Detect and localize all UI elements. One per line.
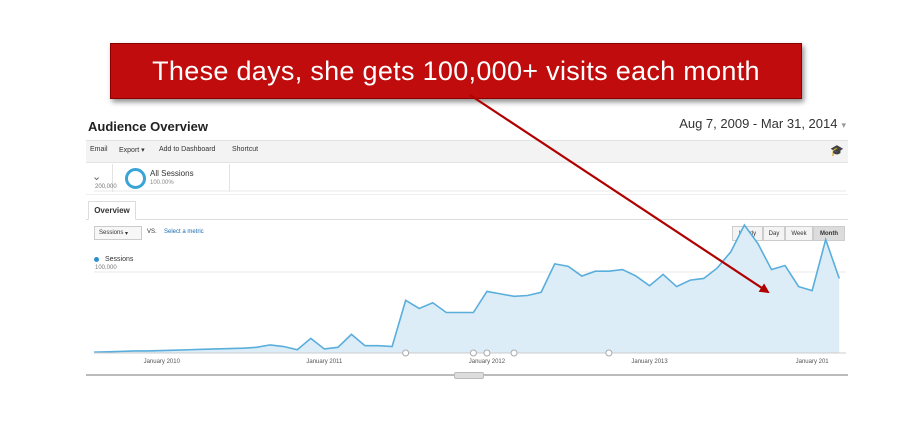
chevron-down-icon[interactable]: ⌄: [92, 171, 102, 183]
segment-percent: 100.00%: [150, 180, 174, 186]
x-tick-label: January 201: [796, 359, 830, 365]
page-title: Audience Overview: [88, 119, 208, 134]
y-tick-label: 200,000: [95, 184, 117, 190]
x-tick-label: January 2010: [144, 359, 181, 365]
week-button[interactable]: Week: [785, 226, 813, 241]
annotation-marker: [469, 349, 477, 357]
resize-handle[interactable]: [454, 372, 484, 379]
metric-select-label: Sessions: [99, 230, 124, 236]
annotation-marker: [605, 349, 613, 357]
x-tick-label: January 2013: [631, 359, 668, 365]
tab-overview[interactable]: Overview: [88, 201, 136, 220]
x-tick-label: January 2011: [306, 359, 343, 365]
analytics-screenshot: Audience Overview Aug 7, 2009 - Mar 31, …: [86, 110, 848, 379]
sessions-area: [94, 225, 840, 353]
divider: [112, 164, 113, 192]
graduation-cap-icon[interactable]: 🎓: [830, 145, 844, 157]
export-button[interactable]: Export ▾: [119, 147, 145, 154]
metric-select[interactable]: Sessions ▾: [94, 226, 142, 240]
legend-dot-icon: [94, 256, 99, 262]
tab-row: Overview: [86, 201, 848, 220]
segment-bar: ⌄ All Sessions 100.00%: [86, 162, 848, 195]
segment-label[interactable]: All Sessions: [150, 169, 194, 178]
annotation-marker: [483, 349, 491, 357]
select-metric-link[interactable]: Select a metric: [164, 229, 204, 235]
chevron-down-icon: ▾: [841, 120, 846, 130]
callout-banner: These days, she gets 100,000+ visits eac…: [110, 43, 802, 99]
shortcut-button[interactable]: Shortcut: [232, 146, 259, 153]
callout-text: These days, she gets 100,000+ visits eac…: [152, 55, 760, 86]
x-tick-label: January 2012: [469, 359, 506, 365]
add-to-dashboard-button[interactable]: Add to Dashboard: [159, 146, 216, 153]
chevron-down-icon: ▾: [125, 230, 129, 237]
y-tick-label: 100,000: [95, 265, 117, 271]
annotation-marker: [402, 349, 410, 357]
month-button[interactable]: Month: [813, 226, 845, 241]
chart-legend: Sessions: [94, 256, 133, 263]
segment-circle-icon: [125, 168, 146, 189]
divider: [229, 164, 230, 192]
legend-label: Sessions: [105, 256, 134, 263]
email-button[interactable]: Email: [90, 146, 108, 153]
vs-label: VS.: [147, 229, 157, 235]
sessions-chart: 200,000 100,000 January 2010 January 2011 Ja…: [93, 184, 846, 365]
annotation-marker: [510, 349, 518, 357]
